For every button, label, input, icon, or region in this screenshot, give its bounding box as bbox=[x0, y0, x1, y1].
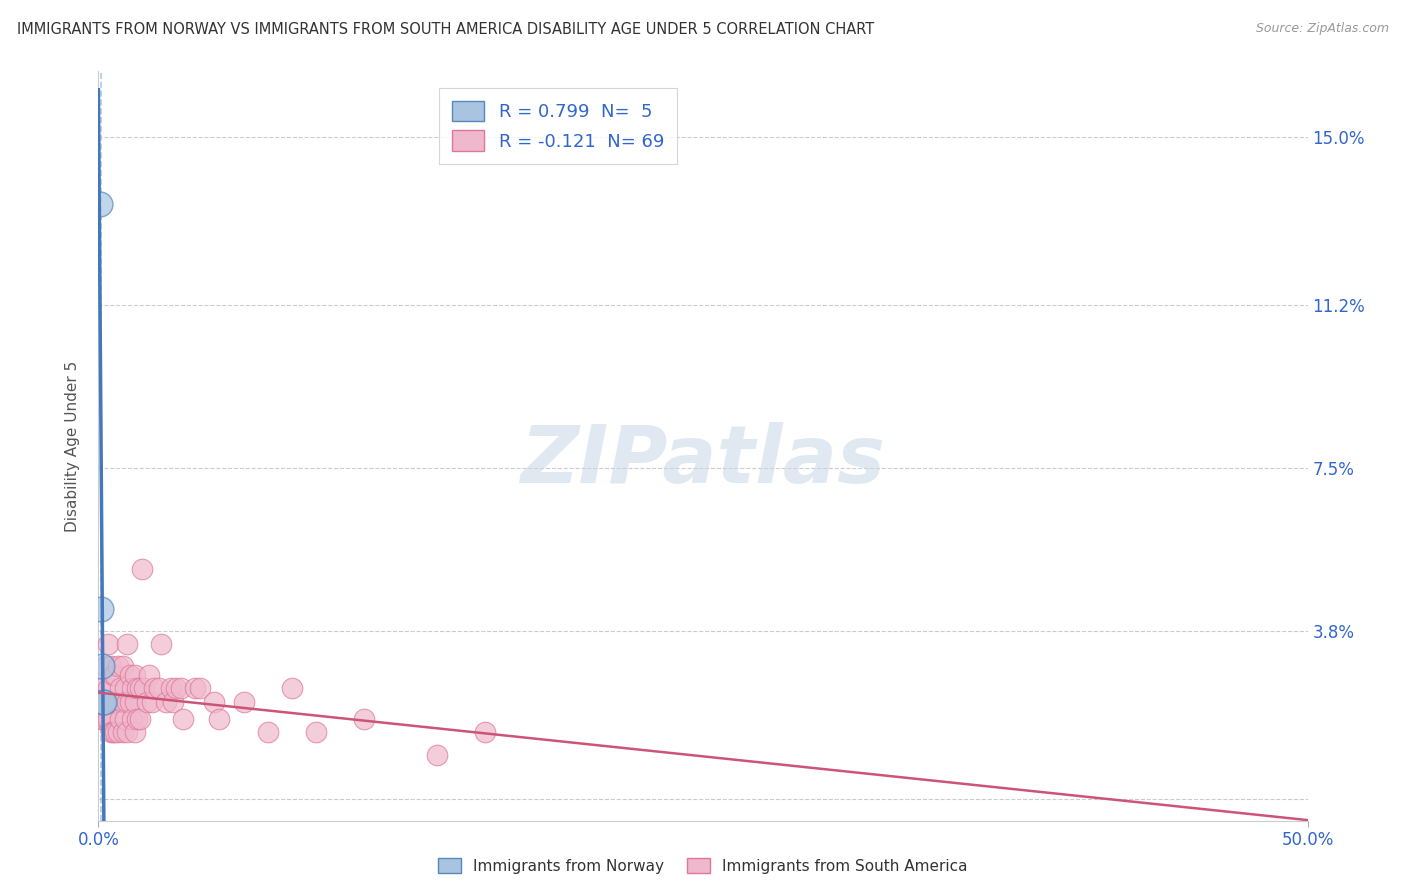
Point bbox=[94, 659, 117, 673]
Point bbox=[91, 659, 114, 673]
Point bbox=[124, 725, 146, 739]
Point bbox=[91, 681, 114, 696]
Point bbox=[117, 695, 139, 709]
Point bbox=[97, 712, 120, 726]
Point bbox=[108, 681, 131, 696]
Legend: R = 0.799  N=  5, R = -0.121  N= 69: R = 0.799 N= 5, R = -0.121 N= 69 bbox=[439, 88, 676, 164]
Point bbox=[101, 668, 124, 682]
Point bbox=[150, 637, 173, 651]
Point bbox=[232, 695, 254, 709]
Point bbox=[97, 637, 120, 651]
Point bbox=[93, 695, 115, 709]
Point bbox=[117, 637, 139, 651]
Point bbox=[100, 695, 122, 709]
Point bbox=[111, 725, 134, 739]
Point bbox=[94, 695, 117, 709]
Text: IMMIGRANTS FROM NORWAY VS IMMIGRANTS FROM SOUTH AMERICA DISABILITY AGE UNDER 5 C: IMMIGRANTS FROM NORWAY VS IMMIGRANTS FRO… bbox=[17, 22, 875, 37]
Point bbox=[184, 681, 207, 696]
Point bbox=[143, 681, 166, 696]
Point bbox=[131, 562, 153, 576]
Point bbox=[204, 695, 226, 709]
Point bbox=[107, 695, 129, 709]
Point bbox=[426, 747, 449, 762]
Point bbox=[91, 695, 114, 709]
Point bbox=[162, 695, 184, 709]
Text: Source: ZipAtlas.com: Source: ZipAtlas.com bbox=[1256, 22, 1389, 36]
Point bbox=[90, 712, 112, 726]
Point bbox=[100, 725, 122, 739]
Point bbox=[135, 695, 157, 709]
Point bbox=[127, 712, 149, 726]
Point bbox=[305, 725, 328, 739]
Point bbox=[91, 695, 114, 709]
Point bbox=[108, 712, 131, 726]
Point bbox=[155, 695, 177, 709]
Point bbox=[104, 668, 127, 682]
Point bbox=[353, 712, 375, 726]
Point bbox=[124, 668, 146, 682]
Point bbox=[111, 695, 134, 709]
Point bbox=[101, 725, 124, 739]
Point bbox=[134, 681, 156, 696]
Point bbox=[104, 695, 127, 709]
Point bbox=[208, 712, 231, 726]
Point bbox=[281, 681, 304, 696]
Point bbox=[100, 659, 122, 673]
Point bbox=[107, 659, 129, 673]
Point bbox=[111, 659, 134, 673]
Point bbox=[188, 681, 211, 696]
Point bbox=[91, 712, 114, 726]
Point bbox=[148, 681, 170, 696]
Point bbox=[172, 712, 194, 726]
Point bbox=[97, 681, 120, 696]
Point bbox=[101, 695, 124, 709]
Point bbox=[118, 695, 141, 709]
Point bbox=[94, 712, 117, 726]
Point bbox=[128, 681, 150, 696]
Point bbox=[118, 668, 141, 682]
Point bbox=[121, 681, 143, 696]
Point bbox=[121, 712, 143, 726]
Point bbox=[90, 602, 112, 616]
Point bbox=[104, 725, 127, 739]
Legend: Immigrants from Norway, Immigrants from South America: Immigrants from Norway, Immigrants from … bbox=[432, 852, 974, 880]
Point bbox=[90, 703, 112, 717]
Point bbox=[89, 196, 111, 211]
Point bbox=[114, 681, 136, 696]
Point bbox=[256, 725, 278, 739]
Point bbox=[165, 681, 187, 696]
Point bbox=[169, 681, 191, 696]
Point bbox=[160, 681, 183, 696]
Point bbox=[107, 725, 129, 739]
Point bbox=[127, 681, 149, 696]
Point bbox=[124, 695, 146, 709]
Point bbox=[114, 712, 136, 726]
Point bbox=[117, 725, 139, 739]
Point bbox=[141, 695, 163, 709]
Point bbox=[128, 712, 150, 726]
Point bbox=[138, 668, 160, 682]
Y-axis label: Disability Age Under 5: Disability Age Under 5 bbox=[65, 360, 80, 532]
Text: ZIPatlas: ZIPatlas bbox=[520, 422, 886, 500]
Point bbox=[474, 725, 496, 739]
